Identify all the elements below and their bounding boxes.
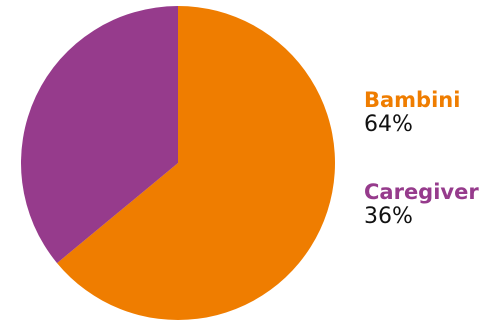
legend-entry-caregiver: Caregiver 36% xyxy=(364,180,479,229)
legend-label-caregiver: Caregiver xyxy=(364,180,479,204)
legend-value-caregiver: 36% xyxy=(364,204,413,230)
legend-label-bambini: Bambini xyxy=(364,88,461,112)
legend-entry-bambini: Bambini 64% xyxy=(364,88,460,137)
pie-slice-bambini xyxy=(57,6,335,320)
pie-slice-caregiver xyxy=(21,6,178,264)
legend-value-bambini: 64% xyxy=(364,112,413,138)
